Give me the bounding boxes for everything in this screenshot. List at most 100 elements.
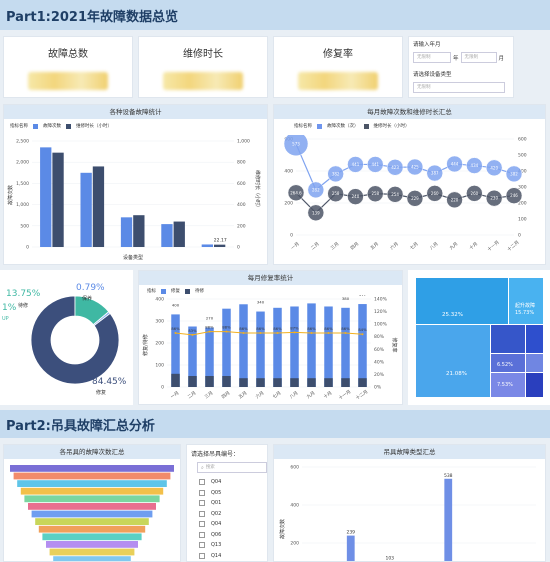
- month-input[interactable]: 无限制: [460, 52, 497, 63]
- panel-title: 每月修复率统计: [139, 271, 402, 285]
- bubble-label: 258: [332, 191, 340, 196]
- spreader-option[interactable]: Q06: [199, 530, 263, 541]
- x-axis-label: 设备类型: [123, 254, 143, 261]
- data-label: 239: [346, 530, 355, 536]
- bar-fault-count: [40, 147, 52, 247]
- bar-repaired: [290, 306, 299, 387]
- spreader-option[interactable]: Q05: [199, 488, 263, 499]
- bar-pending: [341, 378, 350, 387]
- checkbox[interactable]: [199, 542, 205, 549]
- y2-tick-label: 300: [518, 185, 527, 191]
- donut-label-pct: 84.45%: [92, 377, 127, 387]
- bar-repair-hours: [52, 152, 64, 247]
- spreader-option[interactable]: Q02: [199, 509, 263, 520]
- bar-repaired: [188, 326, 197, 387]
- panel-spreader-select: 请选择吊具编号： ⌕ 搜索 Q04Q05Q01Q02Q04Q06Q13Q14Q1…: [186, 444, 268, 562]
- checkbox[interactable]: [199, 531, 205, 538]
- year-unit: 年: [453, 55, 459, 62]
- bar-total-label: 400: [172, 302, 180, 307]
- panel-monthly: 每月故障次数和维修时长汇总 指标名称 故障次数（次） 维修时长（小时） 0 200…: [273, 104, 546, 265]
- x-tick-label: 三月: [330, 241, 341, 251]
- spreader-search-input[interactable]: ⌕ 搜索: [197, 462, 267, 473]
- bubble-label: 444: [451, 161, 459, 166]
- monthly-chart: 0200400600010020030040050060057328238244…: [283, 135, 527, 253]
- y2-tick-label: 120%: [374, 309, 388, 315]
- treemap-cell[interactable]: [526, 373, 543, 397]
- spreader-option[interactable]: Q13: [199, 540, 263, 551]
- rate-point: [191, 333, 194, 336]
- checkbox[interactable]: [199, 552, 205, 559]
- checkbox[interactable]: [199, 479, 205, 486]
- treemap-cell[interactable]: 7.53%: [491, 373, 525, 397]
- x-tick-label: 八月: [429, 241, 440, 251]
- x-tick-label: 九月: [305, 389, 316, 400]
- bar-repair-hours: [213, 244, 226, 247]
- legend-swatch-b: [363, 123, 369, 129]
- spreader-option[interactable]: Q04: [199, 519, 263, 530]
- y-tick-label: 1,500: [16, 181, 29, 187]
- y2-axis-label: 维修时长（小时）: [254, 170, 261, 210]
- kpi-label: 维修时长: [183, 49, 223, 60]
- treemap-cell[interactable]: 25.32%: [416, 278, 508, 324]
- panel-donut: 13.75% 0.79% 保养 1% 待修 UP 84.45% 修复: [0, 270, 133, 405]
- y2-tick-label: 200: [518, 201, 527, 207]
- treemap-cell[interactable]: [526, 325, 543, 353]
- checkbox[interactable]: [199, 500, 205, 507]
- y-tick-label: 1,000: [16, 202, 29, 208]
- checkbox[interactable]: [199, 510, 205, 517]
- spreader-option[interactable]: Q04: [199, 477, 263, 488]
- y-tick-label: 200: [284, 201, 293, 207]
- bubble-label: 139: [312, 210, 320, 215]
- treemap-cell[interactable]: 6.52%: [491, 354, 525, 372]
- funnel-segment: [17, 480, 167, 487]
- x-tick-label: 十一月: [486, 239, 501, 253]
- bar-fault-type: [346, 535, 355, 561]
- part1-title: Part1:2021年故障数据总览: [6, 9, 179, 25]
- bar-fault-count: [80, 172, 92, 247]
- bar-repaired: [171, 314, 180, 387]
- bubble-label: 441: [371, 162, 379, 167]
- bubble-label: 220: [451, 197, 459, 202]
- spreader-option[interactable]: Q14: [199, 551, 263, 562]
- treemap-cell[interactable]: [491, 325, 525, 353]
- legend-name: 指标: [147, 289, 156, 294]
- rate-point: [242, 331, 245, 334]
- bar-pending: [171, 373, 180, 387]
- year-input[interactable]: 无限制: [413, 52, 451, 63]
- checkbox[interactable]: [199, 489, 205, 496]
- donut-label-name: 修复: [96, 389, 106, 396]
- panel-treemap: 25.32% 起升故障 15.73% 21.08% 6.52% 7.53%: [408, 270, 550, 405]
- bubble-point: [426, 164, 443, 182]
- bar-repaired: [358, 304, 367, 387]
- y2-tick-label: 600: [237, 181, 246, 187]
- donut-label-name: 保养: [82, 295, 92, 302]
- kpi-label: 修复率: [323, 49, 353, 60]
- legend-swatch-a: [317, 123, 322, 129]
- treemap-cell[interactable]: 起升故障 15.73%: [509, 278, 543, 324]
- y-axis-label: 故障次数: [279, 519, 286, 539]
- bubble-label: 387: [431, 171, 439, 176]
- x-tick-label: 六月: [388, 240, 399, 251]
- rate-point: [310, 331, 313, 334]
- funnel-segment: [46, 541, 138, 548]
- search-icon: ⌕: [201, 464, 204, 471]
- legend-label-b: 维修时长（小时）: [373, 124, 410, 129]
- bubble-label: 246: [510, 193, 518, 198]
- panel-title: 每月故障次数和维修时长汇总: [274, 105, 545, 119]
- bubble-point: [446, 191, 463, 209]
- spreader-option[interactable]: Q01: [199, 498, 263, 509]
- treemap-label: 15.73%: [515, 310, 535, 316]
- bubble-point: [347, 188, 364, 205]
- y-tick-label: 600: [290, 465, 299, 471]
- device-select[interactable]: 无限制: [413, 82, 505, 93]
- funnel-segment: [13, 472, 171, 480]
- bar-repair-hours: [133, 215, 145, 247]
- y-tick-label: 0: [26, 245, 29, 251]
- treemap-cell[interactable]: [526, 354, 543, 372]
- treemap-cell[interactable]: 21.08%: [416, 325, 490, 397]
- bar-repaired: [205, 327, 214, 387]
- checkbox[interactable]: [199, 521, 205, 528]
- legend-name: 指标名称: [10, 124, 28, 129]
- rate-label: 86%: [324, 326, 333, 331]
- bar-pending: [358, 378, 367, 387]
